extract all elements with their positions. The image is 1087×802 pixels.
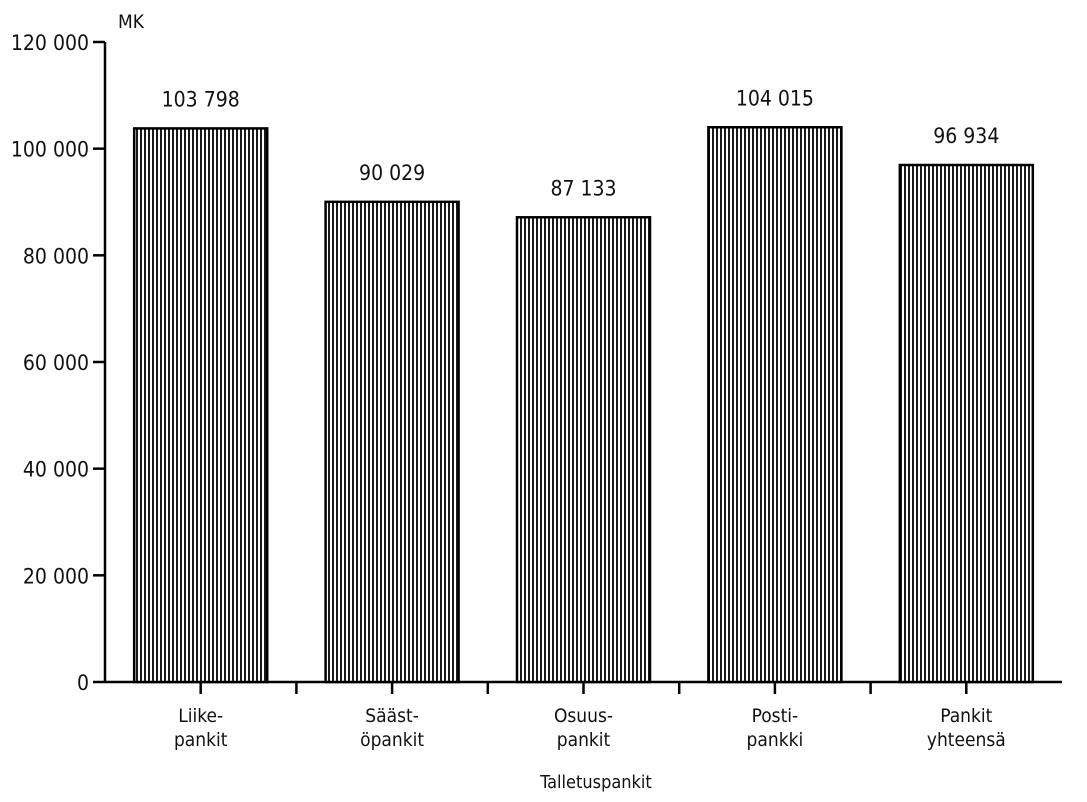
- x-category-label: Sääst-: [365, 705, 419, 727]
- bar: [898, 163, 1035, 684]
- bar: [515, 216, 652, 684]
- x-category-label: Posti-: [752, 705, 799, 727]
- x-category-label: yhteensä: [927, 729, 1006, 751]
- bar: [707, 126, 843, 684]
- y-tick-label: 20 000: [23, 564, 89, 588]
- y-axis-unit-label: MK: [118, 11, 145, 33]
- data-label: 104 015: [736, 86, 814, 110]
- y-tick-label: 0: [77, 671, 89, 695]
- y-tick-label: 40 000: [23, 458, 89, 482]
- x-category-label: Liike-: [178, 705, 223, 727]
- x-category-label: pankit: [174, 729, 228, 751]
- x-category-label: pankki: [747, 729, 804, 751]
- x-category-label: Osuus-: [554, 705, 613, 727]
- y-tick-label: 100 000: [11, 138, 89, 162]
- x-ticks: Liike-pankit Sääst-öpankit Osuus-pankit Pos…: [174, 682, 1006, 751]
- y-tick-label: 80 000: [23, 244, 89, 268]
- data-label: 87 133: [550, 176, 616, 200]
- x-category-label: Pankit: [940, 705, 992, 727]
- x-category-label: öpankit: [360, 729, 424, 751]
- y-ticks: 0 20 000 40 000 60 000 80 000 100 000 120 000: [11, 31, 105, 695]
- data-label: 96 934: [933, 124, 999, 148]
- bar: [324, 200, 460, 684]
- bar: [132, 127, 269, 684]
- data-label: 103 798: [162, 87, 240, 111]
- bars: 103 798 90 029 87 133 104 015 96 934: [132, 86, 1035, 684]
- group-label: Talletuspankit: [539, 772, 652, 793]
- x-category-label: pankit: [557, 729, 611, 751]
- y-tick-label: 60 000: [23, 351, 89, 375]
- y-tick-label: 120 000: [11, 31, 89, 55]
- data-label: 90 029: [359, 161, 425, 185]
